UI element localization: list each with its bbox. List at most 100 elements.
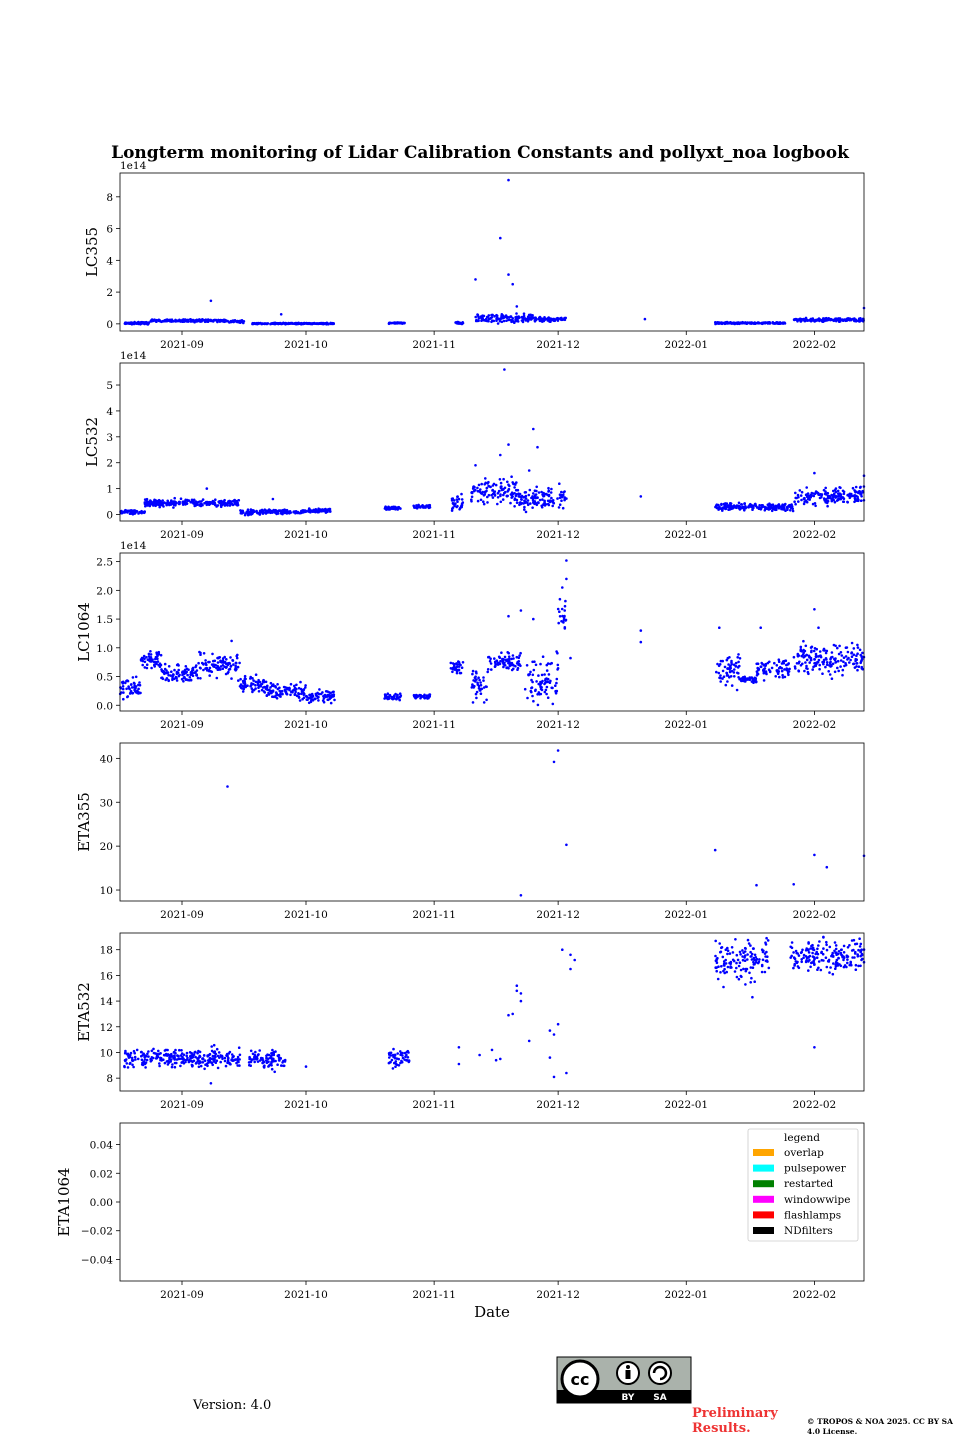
data-point [547,503,551,507]
data-point [276,1063,279,1066]
data-point [191,1065,194,1068]
data-point [798,660,801,664]
data-point [718,626,721,629]
data-point [825,649,829,653]
data-point [843,664,846,668]
data-point [502,319,506,323]
data-point [459,671,463,675]
data-point [331,690,335,694]
data-point [215,676,219,680]
data-point [547,493,551,497]
data-point [212,1043,216,1047]
data-point [765,950,768,954]
data-point [720,965,723,968]
data-point [167,501,171,505]
data-point [560,620,563,623]
data-point [536,501,540,504]
data-point [261,322,264,325]
data-point [190,500,194,503]
y-tick-label: 2.5 [96,557,113,569]
data-point [177,668,180,672]
data-point [187,499,191,502]
data-point [277,1058,281,1062]
data-point [271,497,275,501]
data-point [503,368,506,371]
data-point [143,1055,146,1059]
data-point [491,496,495,499]
data-point [717,322,721,325]
data-point [457,665,461,668]
data-point [123,322,127,325]
data-point [806,670,810,674]
data-point [854,485,858,489]
data-point [839,665,842,668]
data-point [859,492,862,496]
data-point [540,681,543,685]
data-point [461,661,465,664]
data-point [257,690,261,693]
data-point [396,506,399,509]
data-point [844,662,847,665]
data-point [558,597,562,601]
data-point [754,322,758,325]
data-point [560,316,563,320]
data-point [763,970,767,974]
data-point [509,501,512,505]
data-point [478,678,481,682]
data-point [261,686,265,689]
data-point [805,500,809,504]
data-point [732,671,736,674]
data-point [861,651,864,655]
data-point [734,938,737,941]
data-point [134,687,137,690]
data-point [272,1057,275,1061]
data-point [189,318,192,321]
data-point [231,658,234,662]
data-point [815,956,819,959]
data-point [487,314,491,317]
x-tick-label: 2021-09 [160,529,204,541]
data-point [449,661,453,665]
data-point [141,659,145,663]
data-point [759,626,762,629]
data-point [519,999,523,1003]
data-point [535,317,538,321]
data-point [811,502,815,506]
data-point [451,662,455,665]
data-point [193,504,196,508]
data-point [455,498,459,501]
data-point [774,675,777,678]
data-point [532,427,535,431]
data-point [793,956,796,960]
data-point [226,785,229,788]
data-point [812,649,816,653]
data-point [786,508,789,512]
data-point [736,321,739,325]
data-point [159,653,163,657]
data-point [397,1057,401,1061]
data-point [530,686,534,689]
data-point [135,1048,139,1052]
data-point [233,319,236,323]
data-point [741,949,744,952]
data-point [810,944,813,948]
axes-frame [119,742,865,902]
data-point [529,313,532,317]
data-point [756,961,760,965]
data-point [789,509,792,512]
data-point [801,662,804,666]
data-point [256,1053,260,1057]
data-point [212,1060,216,1063]
data-point [311,509,315,512]
data-point [785,663,788,667]
by-icon-head [626,1365,630,1369]
data-point [855,665,858,668]
data-point [813,657,816,661]
data-point [557,621,560,625]
data-point [248,1057,251,1061]
data-point [400,1051,403,1055]
data-point [550,686,553,690]
data-point [236,503,240,507]
data-point [291,690,294,694]
data-point [806,492,810,495]
